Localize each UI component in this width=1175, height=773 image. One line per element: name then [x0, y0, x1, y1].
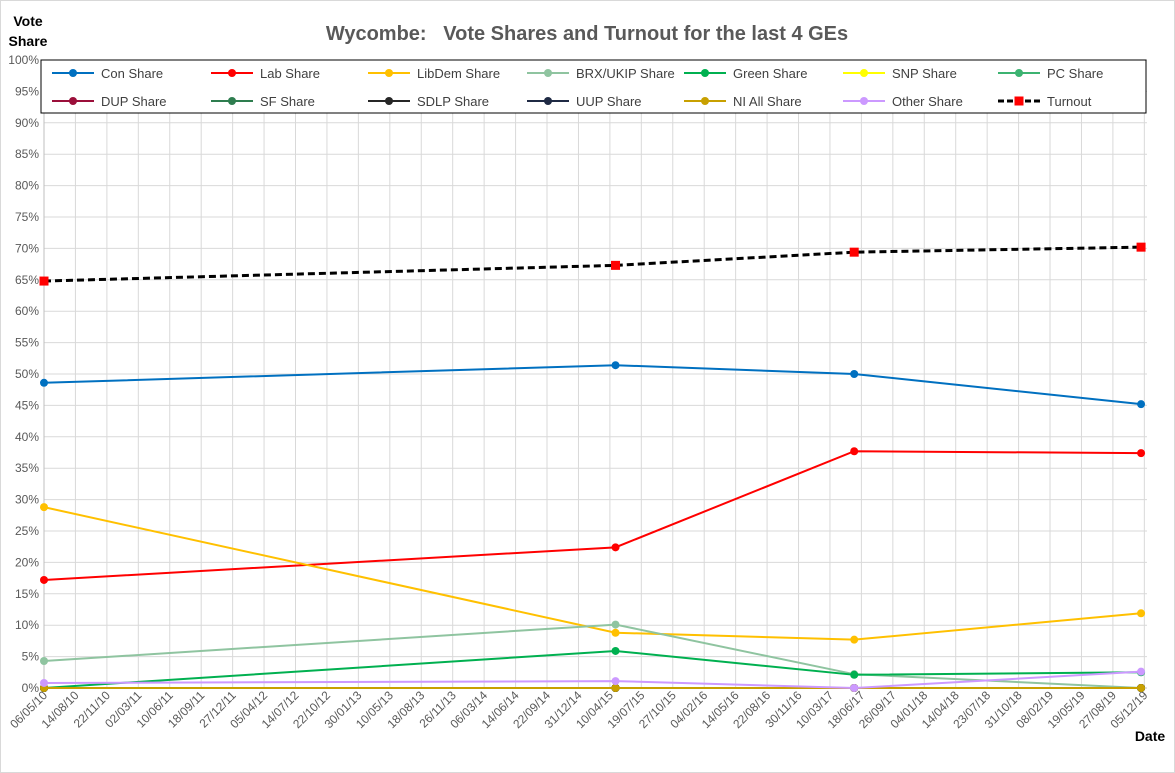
y-axis-label-line1: Vote	[13, 13, 43, 29]
y-tick-label: 40%	[15, 430, 39, 444]
y-tick-label: 30%	[15, 493, 39, 507]
y-tick-label: 10%	[15, 618, 39, 632]
legend-label-uup-share: UUP Share	[576, 94, 642, 109]
turnout-point	[1136, 242, 1146, 252]
y-axis-ticks: 0% 5% 10% 15% 20% 25% 30% 35% 40% 45% 50% 55% 60% 65%…	[8, 53, 39, 695]
legend-marker-brx-ukip-share	[544, 69, 552, 77]
legend-label-other-share: Other Share	[892, 94, 963, 109]
ni-all-share-point	[1137, 684, 1146, 692]
other-share-point	[40, 678, 48, 687]
legend-marker-sdlp-share	[385, 97, 393, 105]
legend-label-brx-ukip-share: BRX/UKIP Share	[576, 66, 675, 81]
lab-share-point	[40, 575, 48, 584]
legend-marker-turnout	[1014, 96, 1024, 106]
y-tick-label: 15%	[15, 587, 39, 601]
legend-marker-uup-share	[544, 97, 552, 105]
legend-label-ni-all-share: NI All Share	[733, 94, 802, 109]
legend-marker-lab-share	[228, 69, 236, 77]
legend-box	[40, 59, 1147, 114]
legend-marker-libdem-share	[385, 69, 393, 77]
libdem-share-point	[1137, 609, 1146, 618]
legend-label-sf-share: SF Share	[260, 94, 315, 109]
con-share-line	[43, 364, 1142, 406]
y-tick-label: 100%	[8, 53, 39, 67]
y-tick-label: 55%	[15, 336, 39, 350]
legend-label-con-share: Con Share	[101, 66, 163, 81]
y-tick-label: 50%	[15, 367, 39, 381]
legend-marker-con-share	[69, 69, 77, 77]
libdem-share-point	[40, 503, 48, 512]
brx-ukip-share-line	[43, 623, 1142, 689]
grid	[43, 59, 1147, 689]
legend-marker-green-share	[701, 69, 709, 77]
y-tick-label: 35%	[15, 461, 39, 475]
brx-ukip-share-point	[40, 656, 48, 665]
x-axis-label: Date	[1135, 728, 1166, 744]
legend-marker-dup-share	[69, 97, 77, 105]
legend-label-sdlp-share: SDLP Share	[417, 94, 489, 109]
libdem-share-point	[611, 628, 620, 637]
libdem-share-line	[43, 506, 1142, 641]
brx-ukip-share-point	[611, 620, 620, 629]
y-tick-label: 65%	[15, 273, 39, 287]
y-tick-label: 70%	[15, 241, 39, 255]
legend-label-snp-share: SNP Share	[892, 66, 957, 81]
chart-title: Wycombe: Vote Shares and Turnout for the…	[326, 23, 848, 45]
y-tick-label: 25%	[15, 524, 39, 538]
lab-share-point	[611, 543, 620, 552]
y-tick-label: 90%	[15, 116, 39, 130]
series-lines	[39, 242, 1146, 692]
legend-label-green-share: Green Share	[733, 66, 807, 81]
other-share-line	[43, 670, 1142, 690]
green-share-point	[850, 670, 859, 679]
y-tick-label: 60%	[15, 304, 39, 318]
y-tick-label: 80%	[15, 179, 39, 193]
lab-share-point	[1137, 449, 1146, 458]
libdem-share-point	[850, 635, 859, 644]
y-axis-label-line2: Share	[9, 33, 48, 49]
legend-marker-sf-share	[228, 97, 236, 105]
y-tick-label: 0%	[22, 681, 40, 695]
y-tick-label: 75%	[15, 210, 39, 224]
con-share-point	[1137, 400, 1146, 409]
legend-label-pc-share: PC Share	[1047, 66, 1103, 81]
green-share-point	[611, 646, 620, 655]
y-tick-label: 45%	[15, 398, 39, 412]
y-tick-label: 85%	[15, 147, 39, 161]
legend-marker-snp-share	[860, 69, 868, 77]
y-tick-label: 95%	[15, 84, 39, 98]
turnout-point	[39, 276, 49, 286]
lab-share-line	[43, 450, 1142, 581]
legend-label-dup-share: DUP Share	[101, 94, 167, 109]
con-share-point	[611, 361, 620, 370]
y-tick-label: 5%	[22, 650, 40, 664]
turnout-point	[611, 260, 621, 270]
con-share-point	[40, 378, 48, 387]
legend-label-lab-share: Lab Share	[260, 66, 320, 81]
legend-label-turnout: Turnout	[1047, 94, 1092, 109]
con-share-point	[850, 370, 859, 378]
legend-marker-other-share	[860, 97, 868, 105]
other-share-point	[850, 684, 859, 692]
other-share-point	[1137, 667, 1146, 676]
other-share-point	[611, 677, 620, 686]
y-tick-label: 20%	[15, 555, 39, 569]
lab-share-point	[850, 447, 859, 456]
ni-all-share-point	[611, 684, 620, 692]
legend: Con Share Lab Share LibDem Share BRX/UKIP S…	[40, 59, 1147, 114]
turnout-point	[849, 247, 859, 257]
legend-marker-ni-all-share	[701, 97, 709, 105]
green-share-line	[43, 649, 1142, 689]
legend-marker-pc-share	[1015, 69, 1023, 77]
legend-label-libdem-share: LibDem Share	[417, 66, 500, 81]
